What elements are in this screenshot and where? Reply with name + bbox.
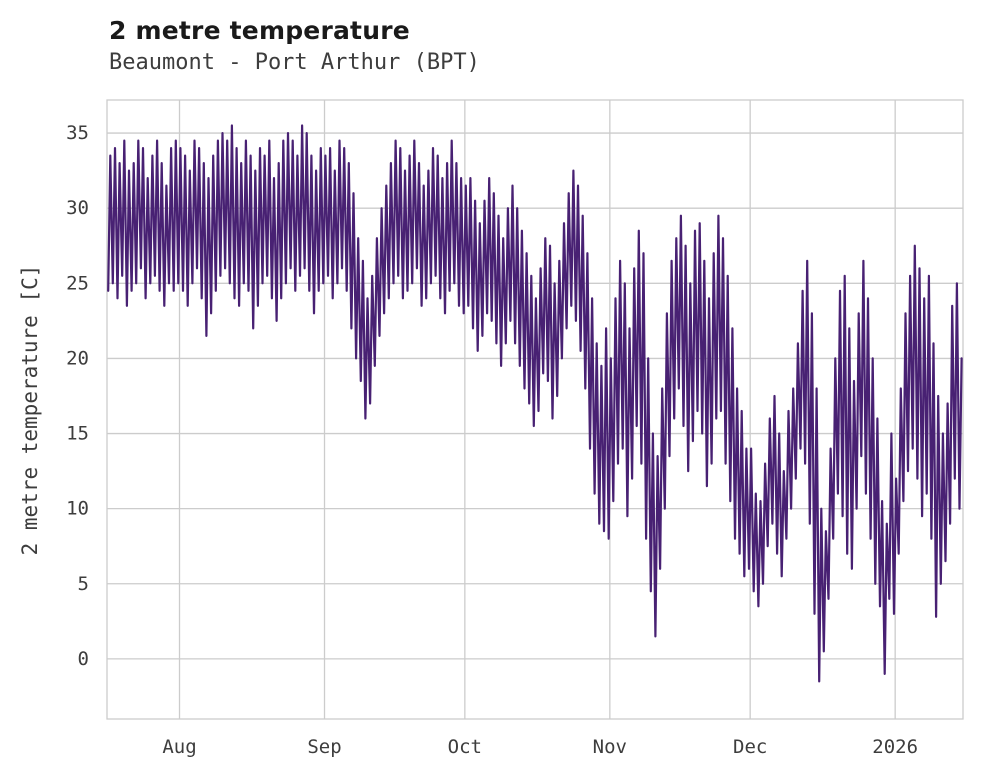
- y-tick-label: 35: [66, 122, 89, 144]
- y-axis-label: 2 metre temperature [C]: [18, 264, 42, 556]
- y-tick-label: 5: [78, 573, 89, 595]
- y-tick-label: 25: [66, 272, 89, 294]
- y-tick-label: 15: [66, 423, 89, 445]
- x-tick-label: Sep: [307, 736, 341, 758]
- x-tick-label: Nov: [593, 736, 627, 758]
- x-tick-label: Aug: [162, 736, 196, 758]
- y-tick-label: 20: [66, 347, 89, 369]
- chart-subtitle: Beaumont - Port Arthur (BPT): [109, 50, 480, 75]
- y-tick-label: 0: [78, 648, 89, 670]
- x-tick-label: 2026: [872, 736, 918, 758]
- y-tick-label: 10: [66, 498, 89, 520]
- x-tick-label: Oct: [448, 736, 482, 758]
- plot-border: [106, 99, 964, 720]
- x-tick-label: Dec: [733, 736, 767, 758]
- y-tick-label: 30: [66, 197, 89, 219]
- temperature-line: [107, 124, 963, 683]
- chart-title: 2 metre temperature: [109, 16, 410, 45]
